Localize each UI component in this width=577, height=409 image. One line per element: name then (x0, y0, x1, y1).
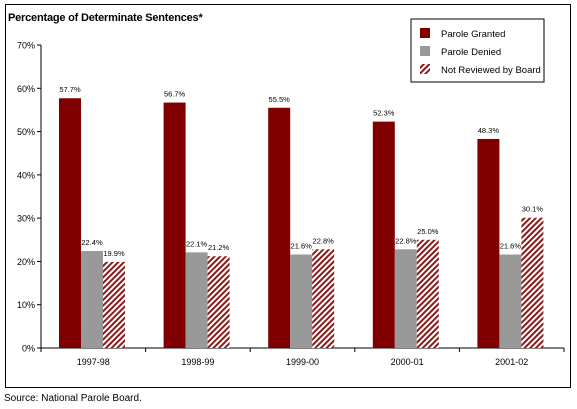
bar (312, 249, 335, 348)
bar (103, 261, 125, 348)
legend-label: Parole Denied (441, 47, 501, 58)
y-tick-label: 30% (17, 214, 35, 224)
data-label: 19.9% (103, 249, 125, 258)
x-tick-label: 1997-98 (77, 357, 110, 367)
data-label: 56.7% (164, 90, 186, 99)
y-tick-label: 70% (17, 41, 35, 51)
bar (59, 98, 81, 349)
bar (207, 256, 230, 348)
data-label: 22.4% (81, 238, 103, 247)
bar (499, 254, 522, 348)
x-tick-label: 2000-01 (391, 357, 424, 367)
data-label: 57.7% (59, 85, 81, 94)
bar (81, 251, 103, 348)
x-tick-label: 2001-02 (495, 357, 528, 367)
y-tick-label: 0% (22, 344, 35, 354)
x-tick-label: 1999-00 (286, 357, 319, 367)
data-label: 21.6% (500, 242, 522, 251)
legend-swatch (420, 46, 430, 56)
legend-swatch (420, 28, 430, 38)
y-tick-label: 40% (17, 170, 35, 180)
legend-label: Parole Granted (441, 29, 505, 40)
bar (268, 107, 291, 348)
bar (394, 249, 417, 348)
data-label: 25.0% (417, 227, 439, 236)
data-label: 52.3% (373, 109, 395, 118)
bar (372, 121, 395, 348)
data-label: 21.2% (208, 243, 230, 252)
data-label: 21.6% (291, 242, 313, 251)
bar (416, 239, 439, 348)
bars: 57.7% 22.4%19.9% 56.7% 22.1% 21.2% 55.5% 21.6%… (59, 85, 544, 349)
data-label: 22.8% (395, 236, 417, 245)
bar (290, 254, 313, 348)
data-label: 22.8% (313, 236, 335, 245)
data-label: 55.5% (269, 95, 291, 104)
legend-swatch (420, 64, 430, 74)
y-tick-label: 60% (17, 84, 35, 94)
bar (521, 217, 544, 348)
y-tick-label: 20% (17, 257, 35, 267)
bar (477, 138, 500, 348)
y-tick-label: 10% (17, 300, 35, 310)
source-note: Source: National Parole Board. (4, 393, 142, 404)
legend: Parole Granted Parole Denied Not Reviewed … (410, 18, 545, 83)
data-label: 48.3% (478, 126, 500, 135)
y-tick-label: 50% (17, 127, 35, 137)
axes: 0% 10% 20% 30% 40% 50% 60% 70% 1997-98 1998-99 199… (17, 41, 565, 367)
bar (185, 252, 208, 348)
data-label: 30.1% (522, 205, 544, 214)
data-label: 22.1% (186, 239, 208, 248)
x-tick-label: 1998-99 (181, 357, 214, 367)
legend-label: Not Reviewed by Board (441, 65, 541, 76)
chart-title: Percentage of Determinate Sentences* (8, 12, 203, 24)
bar (163, 102, 186, 348)
legend-box (410, 18, 545, 83)
